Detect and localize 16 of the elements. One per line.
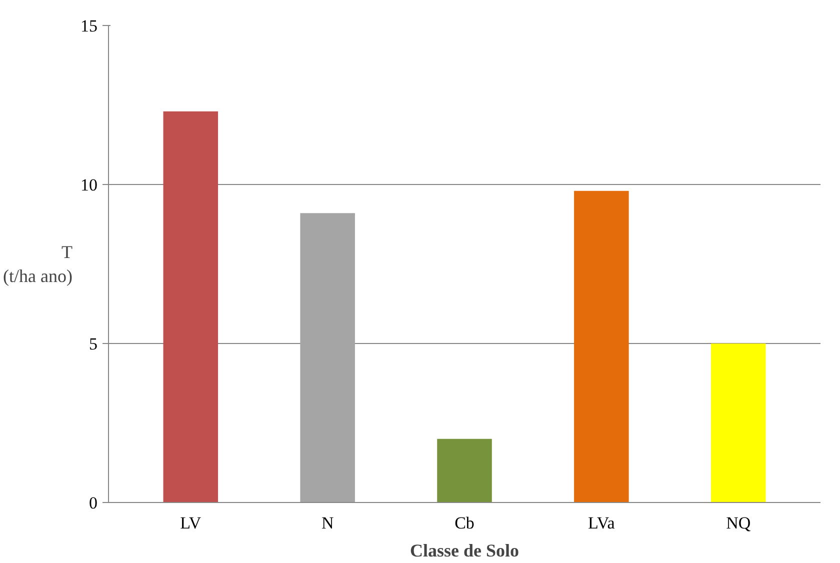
x-tick-label: NQ <box>726 514 751 532</box>
x-axis-title: Classe de Solo <box>410 540 520 560</box>
bar <box>163 111 218 502</box>
bar <box>574 190 629 502</box>
y-tick-label: 5 <box>89 334 98 354</box>
bar <box>437 438 492 502</box>
x-tick-label: LVa <box>588 514 616 532</box>
x-tick-label: N <box>321 514 334 532</box>
bar <box>710 344 766 502</box>
x-tick-label: Cb <box>454 514 474 532</box>
y-tick-label: 15 <box>80 16 98 36</box>
y-tick-label: 10 <box>80 176 98 194</box>
y-axis-title: T (t/ha ano) <box>3 242 73 286</box>
bar <box>300 213 355 502</box>
y-tick-label: 0 <box>89 494 98 512</box>
x-tick-label: LV <box>180 514 202 532</box>
